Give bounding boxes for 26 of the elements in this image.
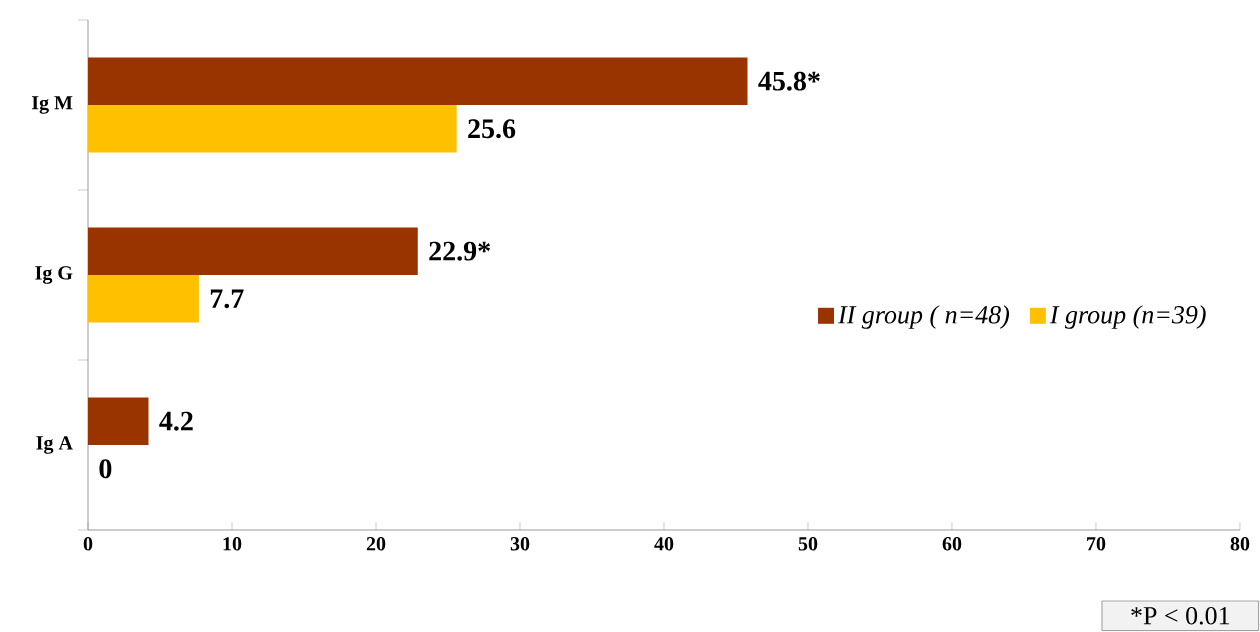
x-tick-label: 50	[798, 537, 818, 551]
text: *P < 0.01	[1131, 606, 1230, 625]
x-tick-label: 0	[83, 537, 93, 551]
data-label: 4.2	[159, 411, 193, 431]
data-label: 22.9*	[429, 241, 490, 261]
data-label: 7.7	[210, 289, 244, 309]
y-tick-label: Ig G	[35, 266, 73, 284]
x-tick-label: 60	[942, 537, 962, 551]
data-label: 45.8*	[758, 71, 820, 91]
bar	[88, 275, 199, 323]
legend-label: II group ( n=48)	[837, 305, 1010, 329]
x-tick-label: 40	[654, 537, 674, 551]
bar	[88, 397, 149, 445]
x-tick-label: 30	[510, 537, 530, 551]
data-label: 0	[99, 459, 112, 479]
x-tick-label: 80	[1230, 537, 1250, 551]
legend-label: I group (n=39)	[1049, 305, 1206, 329]
x-tick-label: 10	[223, 537, 242, 551]
data-label: 25.6	[468, 119, 516, 139]
y-tick-label: Ig A	[36, 436, 73, 454]
x-tick-label: 20	[366, 537, 386, 551]
x-tick-label: 70	[1087, 537, 1106, 551]
bar	[88, 105, 457, 153]
bar	[88, 57, 748, 106]
bar	[88, 227, 418, 275]
y-tick-label: Ig M	[31, 96, 73, 114]
